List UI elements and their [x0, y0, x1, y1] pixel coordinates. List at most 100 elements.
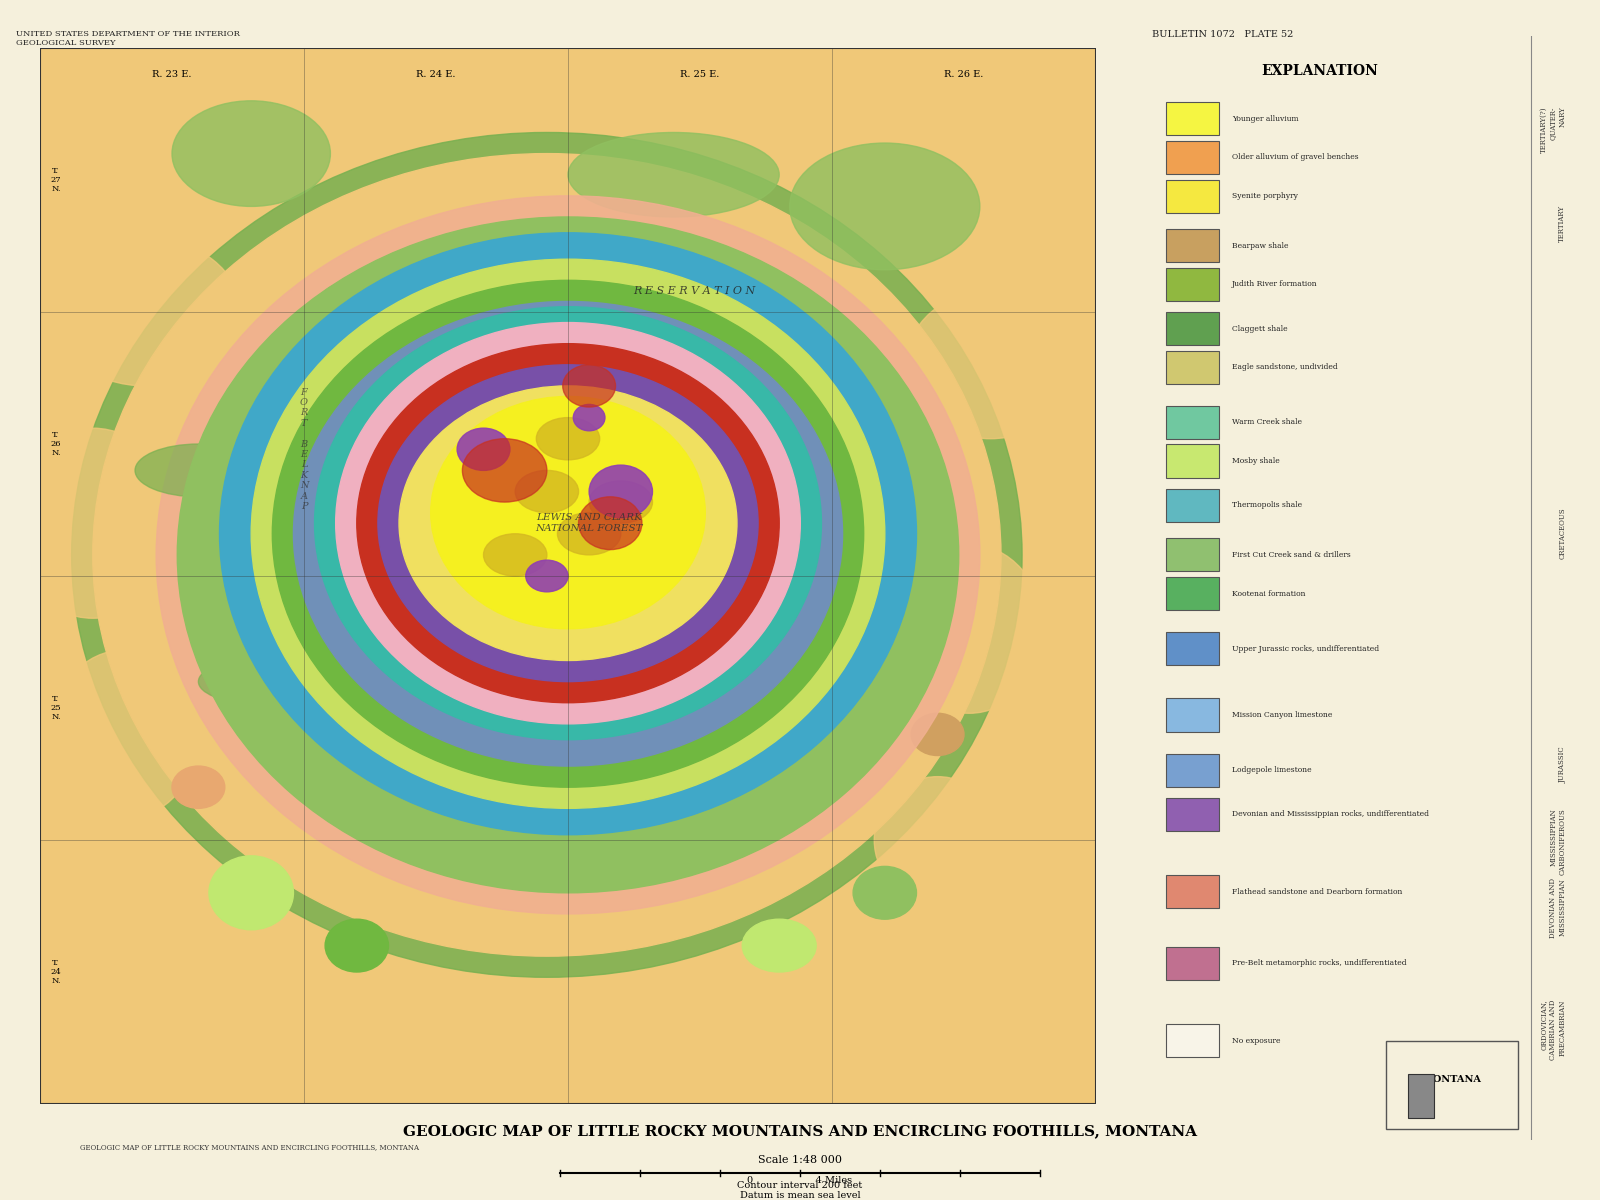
Ellipse shape — [742, 919, 816, 972]
Text: pCm: pCm — [1184, 959, 1200, 967]
Ellipse shape — [568, 222, 674, 296]
Text: Scale 1:48 000: Scale 1:48 000 — [758, 1154, 842, 1165]
Ellipse shape — [827, 444, 942, 497]
Text: DMu: DMu — [1184, 810, 1202, 818]
Text: Mission Canyon limestone: Mission Canyon limestone — [1232, 710, 1333, 719]
Bar — [1166, 632, 1219, 665]
Ellipse shape — [336, 323, 800, 724]
Text: Cfd: Cfd — [1186, 888, 1198, 895]
Text: Kootenai formation: Kootenai formation — [1232, 589, 1306, 598]
Text: MONTANA: MONTANA — [1422, 1075, 1482, 1084]
Ellipse shape — [742, 281, 816, 343]
Text: Thermopolis shale: Thermopolis shale — [1232, 502, 1302, 509]
Text: GEOLOGIC MAP OF LITTLE ROCKY MOUNTAINS AND ENCIRCLING FOOTHILLS, MONTANA: GEOLOGIC MAP OF LITTLE ROCKY MOUNTAINS A… — [80, 1144, 419, 1151]
Text: Kjr: Kjr — [1187, 281, 1198, 288]
Ellipse shape — [219, 233, 917, 835]
Ellipse shape — [568, 132, 779, 217]
Bar — [1166, 268, 1219, 301]
Bar — [1166, 754, 1219, 787]
Ellipse shape — [251, 259, 885, 809]
Text: DEVONIAN AND
MISSISSIPPIAN: DEVONIAN AND MISSISSIPPIAN — [1549, 878, 1566, 938]
Text: T.
25
N.: T. 25 N. — [51, 695, 61, 721]
Text: 0                    4 Miles: 0 4 Miles — [747, 1176, 853, 1186]
Ellipse shape — [134, 444, 262, 497]
Text: T.
26
N.: T. 26 N. — [51, 431, 61, 457]
Text: Lodgepole limestone: Lodgepole limestone — [1232, 766, 1312, 774]
Ellipse shape — [315, 307, 821, 739]
Text: CRETACEOUS: CRETACEOUS — [1558, 506, 1566, 559]
Text: TERTIARY: TERTIARY — [1558, 205, 1566, 242]
Bar — [1408, 1074, 1435, 1118]
Ellipse shape — [536, 418, 600, 460]
Ellipse shape — [458, 428, 510, 470]
Text: Kth: Kth — [1186, 502, 1198, 509]
Text: Qal: Qal — [1186, 115, 1198, 122]
Ellipse shape — [515, 470, 579, 512]
Text: Bearpaw shale: Bearpaw shale — [1232, 241, 1288, 250]
Ellipse shape — [790, 143, 979, 270]
Text: Kc: Kc — [1187, 324, 1197, 332]
Bar — [1166, 102, 1219, 136]
Text: R. 24 E.: R. 24 E. — [416, 70, 456, 79]
Bar — [1166, 229, 1219, 263]
Ellipse shape — [557, 512, 621, 554]
Text: Ju: Ju — [1189, 644, 1197, 653]
Ellipse shape — [93, 154, 1002, 956]
Ellipse shape — [357, 343, 779, 703]
Ellipse shape — [573, 404, 605, 431]
Text: Ml: Ml — [1187, 766, 1197, 774]
Ellipse shape — [896, 545, 1043, 713]
Text: Pre-Belt metamorphic rocks, undifferentiated: Pre-Belt metamorphic rocks, undifferenti… — [1232, 959, 1406, 967]
Text: Flathead sandstone and Dearborn formation: Flathead sandstone and Dearborn formatio… — [1232, 888, 1402, 895]
Text: Claggett shale: Claggett shale — [1232, 324, 1288, 332]
Text: JURASSIC: JURASSIC — [1558, 746, 1566, 782]
Text: Judith River formation: Judith River formation — [1232, 281, 1318, 288]
Text: Younger alluvium: Younger alluvium — [1232, 115, 1299, 122]
Bar — [1166, 875, 1219, 908]
Ellipse shape — [526, 560, 568, 592]
Bar — [1166, 488, 1219, 522]
Text: Qtal: Qtal — [1186, 154, 1200, 162]
Ellipse shape — [906, 290, 1075, 439]
Text: UNITED STATES DEPARTMENT OF THE INTERIOR
GEOLOGICAL SURVEY: UNITED STATES DEPARTMENT OF THE INTERIOR… — [16, 30, 240, 47]
Ellipse shape — [325, 919, 389, 972]
Text: Km: Km — [1187, 457, 1198, 466]
Text: Mosby shale: Mosby shale — [1232, 457, 1280, 466]
Bar — [1166, 312, 1219, 346]
Bar — [1166, 798, 1219, 830]
Ellipse shape — [430, 396, 706, 629]
Ellipse shape — [853, 866, 917, 919]
Ellipse shape — [874, 776, 1002, 904]
Text: F
O
R
T

B
E
L
K
N
A
P: F O R T B E L K N A P — [299, 388, 309, 511]
Ellipse shape — [8, 428, 178, 618]
Bar — [1166, 698, 1219, 732]
Ellipse shape — [51, 238, 240, 386]
Ellipse shape — [779, 713, 885, 756]
Text: Warm Creek shale: Warm Creek shale — [1232, 419, 1302, 426]
Ellipse shape — [912, 713, 963, 756]
Ellipse shape — [171, 766, 224, 809]
Bar — [1386, 1040, 1518, 1129]
Bar — [1166, 180, 1219, 212]
Bar — [1166, 1024, 1219, 1057]
Text: Kwc: Kwc — [1184, 419, 1200, 426]
Bar — [1166, 350, 1219, 384]
Text: No exposure: No exposure — [1232, 1037, 1280, 1045]
Text: R. 25 E.: R. 25 E. — [680, 70, 720, 79]
Text: Tsp: Tsp — [1186, 192, 1198, 200]
Ellipse shape — [563, 365, 616, 407]
Ellipse shape — [157, 196, 979, 914]
Text: Older alluvium of gravel benches: Older alluvium of gravel benches — [1232, 154, 1358, 162]
Text: BULLETIN 1072   PLATE 52: BULLETIN 1072 PLATE 52 — [1152, 30, 1293, 38]
Text: Kk: Kk — [1187, 589, 1197, 598]
Text: Syenite porphyry: Syenite porphyry — [1232, 192, 1298, 200]
Text: LEWIS AND CLARK
NATIONAL FOREST: LEWIS AND CLARK NATIONAL FOREST — [536, 514, 643, 533]
Ellipse shape — [293, 301, 843, 766]
Text: T.
27
N.: T. 27 N. — [51, 167, 61, 193]
Ellipse shape — [72, 132, 1022, 977]
Ellipse shape — [579, 497, 642, 550]
Text: Contour interval 200 feet
Datum is mean sea level: Contour interval 200 feet Datum is mean … — [738, 1181, 862, 1200]
Text: Devonian and Mississippian rocks, undifferentiated: Devonian and Mississippian rocks, undiff… — [1232, 810, 1429, 818]
Ellipse shape — [272, 281, 864, 787]
Text: TERTIARY(?)
QUATER-
NARY: TERTIARY(?) QUATER- NARY — [1539, 107, 1566, 154]
